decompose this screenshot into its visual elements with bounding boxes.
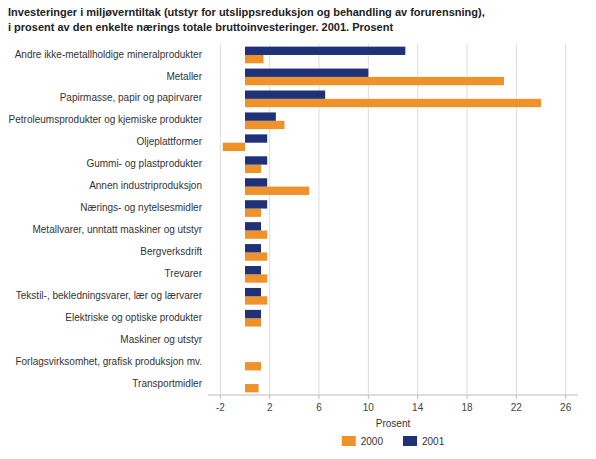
bar	[245, 134, 267, 142]
tick-label: 14	[412, 402, 424, 413]
y-axis-labels: Transportmidler Forlagsvirksomhet, grafis…	[9, 49, 203, 389]
bar	[245, 384, 259, 392]
tick-mark	[417, 395, 418, 399]
tick-label: 26	[560, 402, 572, 413]
legend-label: 2000	[361, 436, 384, 447]
legend-swatch	[342, 436, 356, 446]
category-label: Oljeplattformer	[136, 136, 202, 147]
category-label: Maskiner og utstyr	[120, 334, 202, 345]
bar	[245, 222, 261, 230]
bar	[245, 274, 267, 282]
bar	[245, 47, 405, 55]
bar	[245, 310, 261, 318]
bar	[245, 244, 261, 252]
tick-label: 22	[511, 402, 523, 413]
bar	[245, 252, 267, 260]
category-label: Nærings- og nytelsesmidler	[80, 202, 202, 213]
tick-mark	[467, 395, 468, 399]
tick-mark	[368, 395, 369, 399]
tick-label: 2	[267, 402, 273, 413]
category-label: Metaller	[166, 71, 202, 82]
tick-label: 6	[316, 402, 322, 413]
bar	[245, 376, 246, 384]
bar	[245, 354, 246, 362]
bar	[245, 165, 261, 173]
bar	[245, 91, 325, 99]
bar	[245, 156, 267, 164]
x-axis-label: Prosent	[376, 418, 411, 429]
bar	[245, 121, 284, 129]
tick-label: 10	[363, 402, 375, 413]
bar	[245, 332, 246, 340]
bar	[245, 318, 261, 326]
x-axis-line	[208, 395, 578, 396]
category-label: Papirmasse, papir og papirvarer	[60, 92, 203, 103]
category-label: Trevarer	[165, 268, 203, 279]
bar	[245, 77, 504, 85]
grid-line	[220, 44, 221, 395]
tick-label: -2	[216, 402, 225, 413]
grid-line	[368, 44, 369, 395]
tick-mark	[269, 395, 270, 399]
category-label: Forlagsvirksomhet, grafisk produksjon mv…	[15, 356, 202, 367]
bar	[245, 209, 261, 217]
legend-label: 2001	[422, 436, 445, 447]
legend: 2000 2001	[342, 436, 445, 447]
tick-mark	[565, 395, 566, 399]
bar	[245, 112, 276, 120]
bar	[245, 187, 309, 195]
category-label: Tekstil-, bekledningsvarer, lær og lærva…	[16, 290, 203, 301]
bar	[245, 340, 246, 348]
category-label: Metallvarer, unntatt maskiner og utstyr	[32, 224, 202, 235]
legend-swatch	[403, 436, 417, 446]
subtitle: i prosent av den enkelte nærings totale …	[8, 21, 393, 33]
bar	[245, 362, 261, 370]
bar	[245, 99, 541, 107]
bar	[245, 55, 264, 63]
tick-mark	[220, 395, 221, 399]
bar	[245, 230, 267, 238]
category-label: Andre ikke-metallholdige mineralprodukte…	[15, 49, 203, 60]
tick-mark	[319, 395, 320, 399]
bar	[245, 296, 267, 304]
category-label: Gummi- og plastprodukter	[86, 158, 202, 169]
grid-line	[516, 44, 517, 395]
bar	[223, 143, 245, 151]
bar	[245, 288, 261, 296]
grid-line	[467, 44, 468, 395]
bar	[245, 266, 261, 274]
title: Investeringer i miljøverntiltak (utstyr …	[8, 6, 485, 18]
grid-line	[417, 44, 418, 395]
bar	[245, 200, 267, 208]
category-label: Elektriske og optiske produkter	[65, 312, 202, 323]
bars	[223, 47, 541, 393]
category-label: Transportmidler	[132, 378, 202, 389]
grid	[220, 44, 565, 395]
grid-line	[565, 44, 566, 395]
bar	[245, 178, 267, 186]
category-label: Annen industriproduksjon	[89, 180, 202, 191]
chart: Investeringer i miljøverntiltak (utstyr …	[0, 0, 596, 459]
category-label: Petroleumsprodukter og kjemiske produkte…	[9, 114, 203, 125]
category-label: Bergverksdrift	[140, 246, 202, 257]
tick-label: 18	[461, 402, 473, 413]
background	[0, 0, 596, 459]
tick-mark	[516, 395, 517, 399]
bar	[245, 69, 368, 77]
